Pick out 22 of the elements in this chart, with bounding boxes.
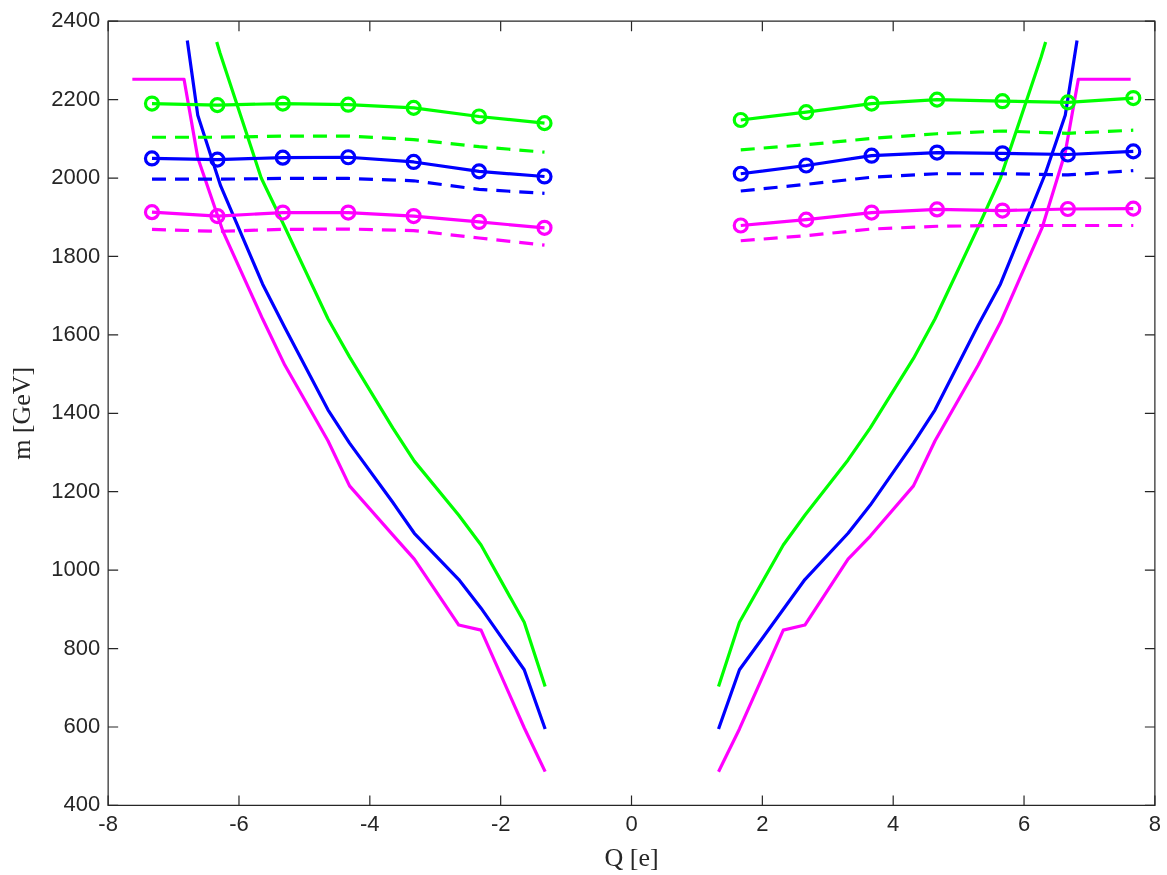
y-tick-label: 400 bbox=[63, 791, 101, 817]
x-tick-label: -6 bbox=[229, 810, 249, 836]
x-tick-label: -2 bbox=[490, 810, 511, 836]
x-tick-label: 0 bbox=[625, 810, 638, 836]
y-tick-label: 2400 bbox=[51, 7, 101, 33]
y-tick-label: 600 bbox=[63, 713, 101, 739]
y-tick-label: 800 bbox=[63, 634, 101, 660]
x-tick-label: 4 bbox=[887, 810, 900, 836]
y-tick-label: 2200 bbox=[51, 85, 101, 111]
y-tick-label: 1400 bbox=[51, 399, 101, 425]
y-axis-title: m [GeV] bbox=[7, 366, 37, 460]
x-tick-label: 6 bbox=[1017, 810, 1031, 836]
y-tick-label: 1800 bbox=[51, 242, 101, 268]
y-tick-label: 2000 bbox=[51, 164, 101, 190]
x-tick-label: 2 bbox=[756, 810, 769, 836]
y-tick-label: 1600 bbox=[51, 320, 101, 346]
x-tick-label: 8 bbox=[1148, 810, 1162, 836]
y-tick-label: 1000 bbox=[51, 556, 101, 582]
x-tick-label: -4 bbox=[360, 810, 380, 836]
x-axis-title: Q [e] bbox=[604, 843, 659, 873]
y-tick-label: 1200 bbox=[51, 477, 101, 503]
x-tick-label: -8 bbox=[98, 810, 118, 836]
